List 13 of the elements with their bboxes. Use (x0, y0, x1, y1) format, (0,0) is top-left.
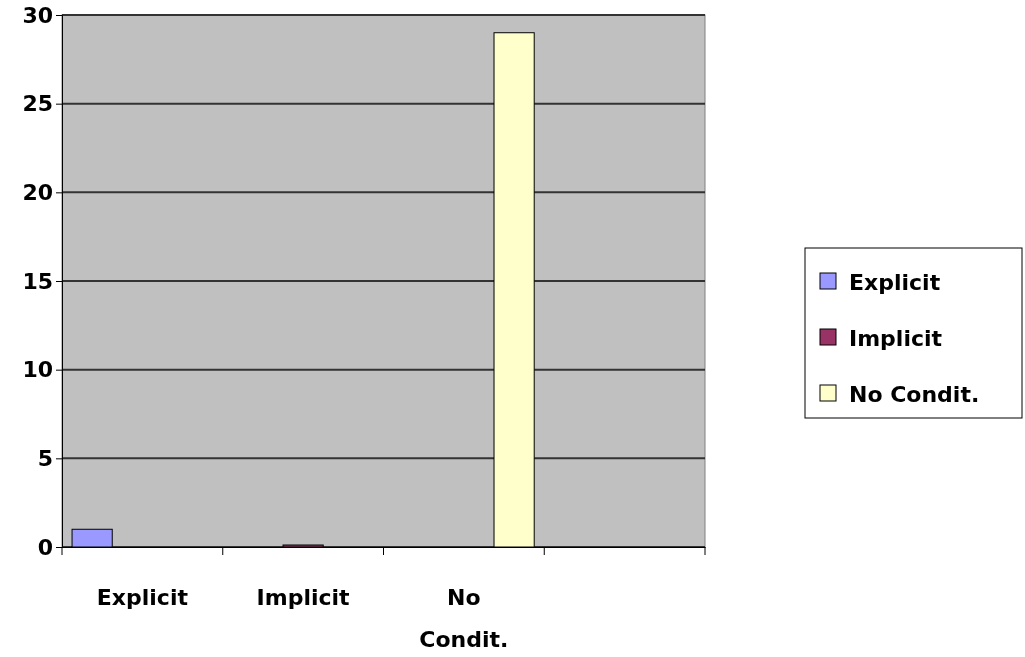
x-tick-label: Explicit (96, 585, 189, 610)
y-tick-label: 15 (22, 268, 53, 294)
y-tick-label: 10 (22, 357, 53, 383)
x-tick-label: Implicit (256, 585, 351, 610)
y-tick-label: 25 (22, 91, 53, 117)
legend-label: No Condit. (849, 382, 980, 407)
legend-label: Explicit (849, 270, 941, 295)
y-tick-label: 20 (22, 179, 53, 205)
x-tick-label: No Condit. (419, 585, 509, 652)
y-tick-label: 0 (37, 534, 53, 560)
y-tick-label: 30 (22, 2, 53, 28)
legend-label: Implicit (849, 326, 943, 351)
y-tick-label: 5 (37, 445, 53, 471)
